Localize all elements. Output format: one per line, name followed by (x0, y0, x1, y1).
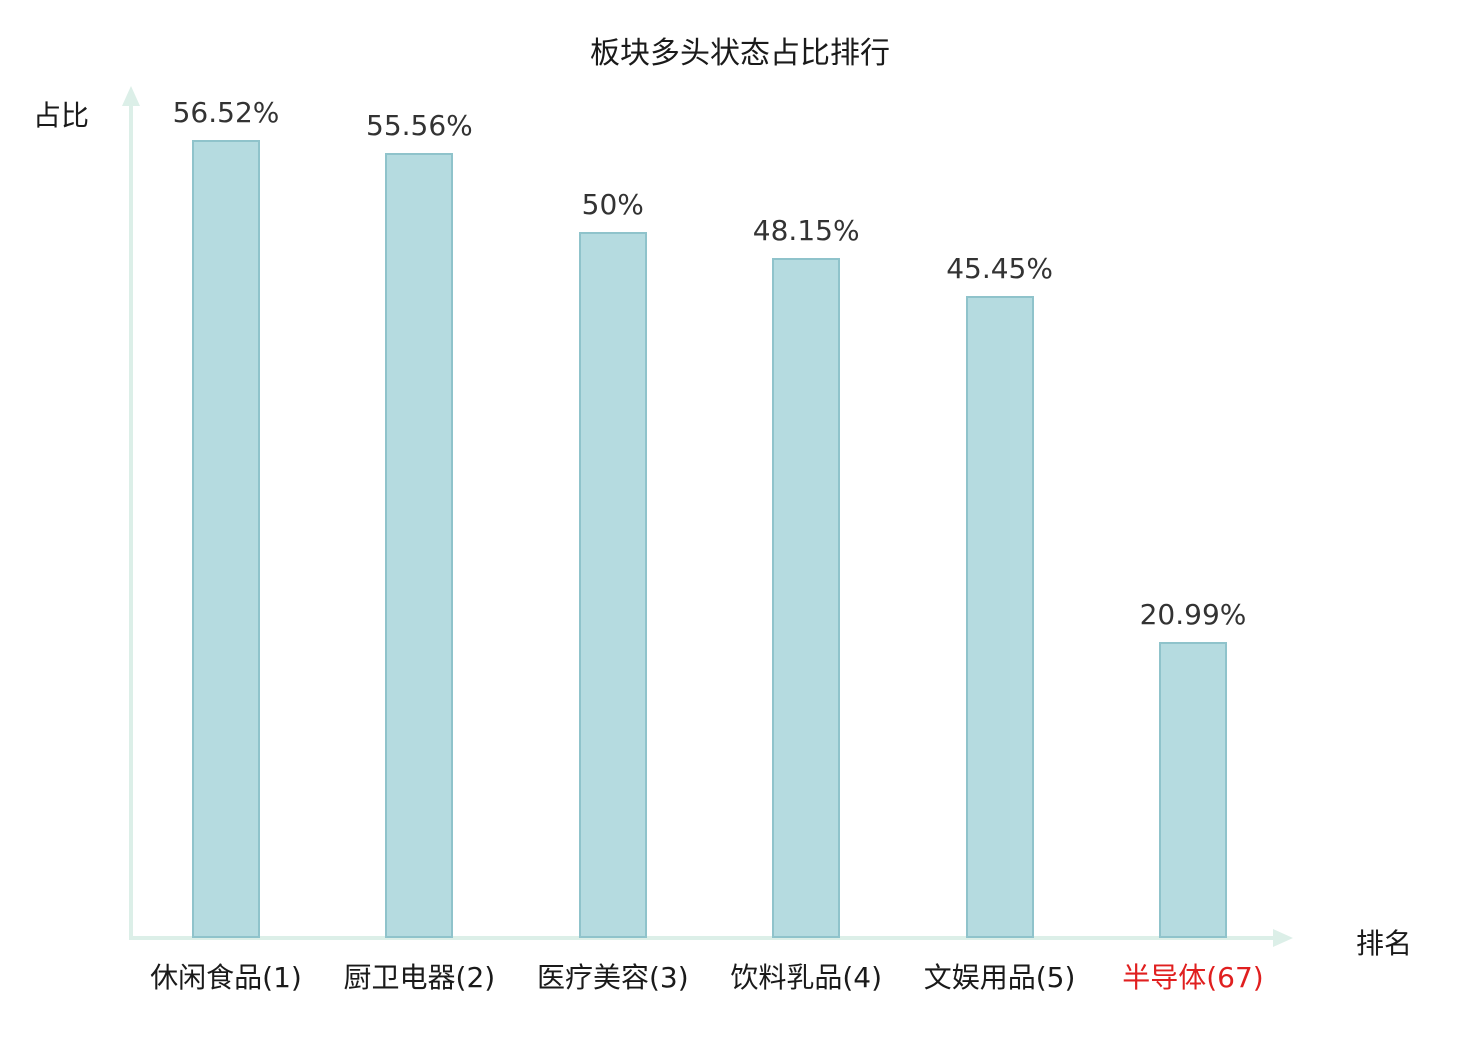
bar (965, 296, 1034, 938)
bar (578, 232, 647, 938)
bar (772, 258, 841, 938)
category-label: 半导体(67) (1122, 961, 1264, 994)
bar (385, 153, 454, 938)
chart-title: 板块多头状态占比排行 (590, 36, 890, 71)
bar-value-label: 45.45% (946, 252, 1053, 286)
category-label: 文娱用品(5) (923, 961, 1076, 994)
category-label: 厨卫电器(2) (343, 961, 496, 994)
bar-value-label: 48.15% (752, 214, 860, 248)
y-axis-label: 占比 (33, 99, 90, 132)
category-label: 休闲食品(1) (150, 961, 302, 994)
bar (192, 139, 260, 938)
bar-value-label: 20.99% (1139, 597, 1247, 631)
bar-value-label: 56.52% (172, 95, 280, 129)
x-axis-label: 排名 (1356, 927, 1413, 960)
bar-value-label: 55.56% (366, 109, 473, 143)
bar-value-label: 50% (581, 188, 644, 221)
bar (1159, 641, 1227, 938)
y-axis-arrow-icon (122, 86, 140, 106)
category-label: 饮料乳品(4) (730, 961, 883, 994)
x-axis-arrow-icon (1273, 929, 1293, 947)
category-label: 医疗美容(3) (536, 961, 689, 994)
